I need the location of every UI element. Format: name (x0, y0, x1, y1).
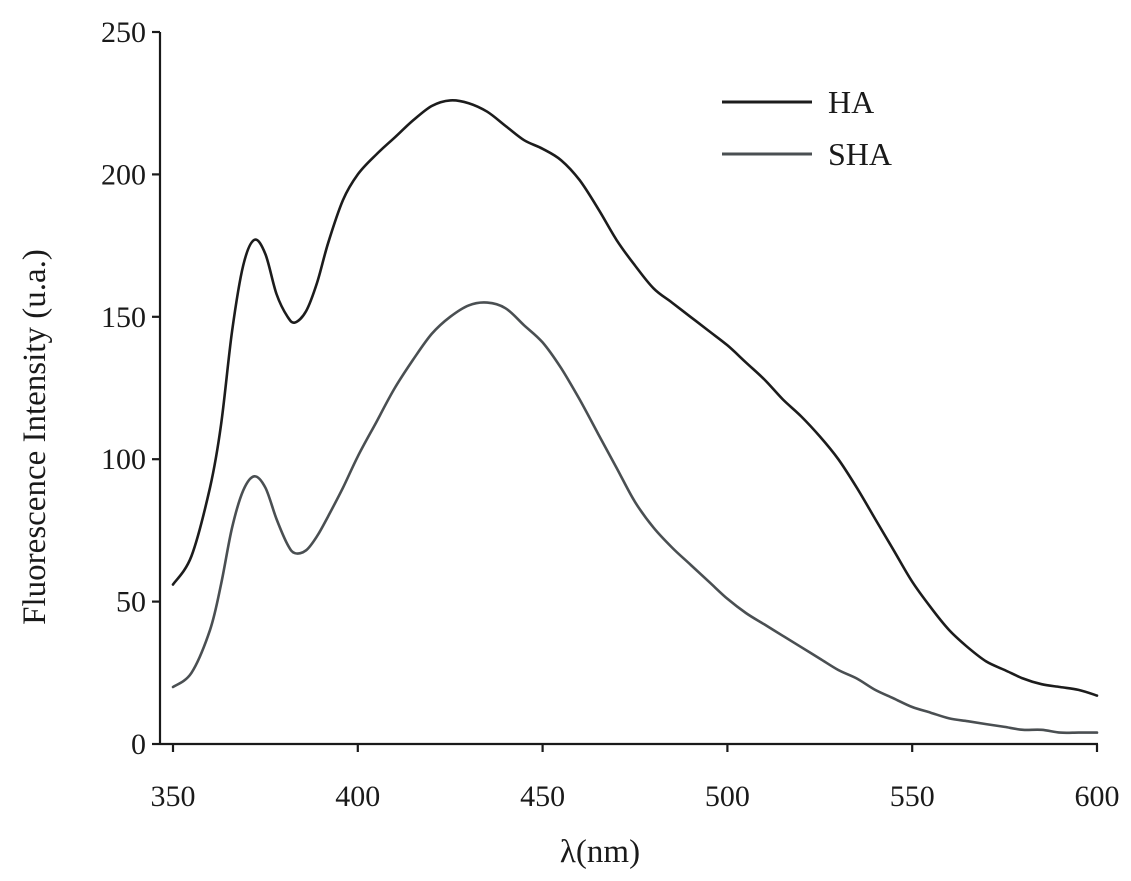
y-tick-label: 250 (101, 16, 146, 49)
legend-label-ha: HA (828, 84, 874, 120)
y-tick-label: 0 (131, 728, 146, 761)
x-tick-label: 350 (151, 780, 196, 813)
y-tick-label: 200 (101, 158, 146, 191)
series-line-ha (171, 98, 1099, 697)
y-ticks: 0 50 100 150 200 250 (101, 16, 160, 761)
y-axis-label: Fluorescence Intensity (u.a.) (17, 249, 53, 625)
y-tick-label: 50 (116, 586, 146, 619)
x-tick-label: 450 (520, 780, 565, 813)
x-ticks: 350 400 450 500 550 600 (151, 744, 1120, 813)
x-tick-label: 500 (705, 780, 750, 813)
x-tick-label: 550 (890, 780, 935, 813)
series-line-sha (171, 301, 1099, 735)
series-group (171, 98, 1099, 735)
legend: HA SHA (722, 84, 892, 172)
y-tick-label: 150 (101, 301, 146, 334)
x-tick-label: 400 (335, 780, 380, 813)
x-tick-label: 600 (1075, 780, 1120, 813)
axes (158, 32, 1098, 746)
legend-label-sha: SHA (828, 136, 892, 172)
x-axis-label: λ(nm) (560, 834, 640, 870)
y-tick-label: 100 (101, 443, 146, 476)
